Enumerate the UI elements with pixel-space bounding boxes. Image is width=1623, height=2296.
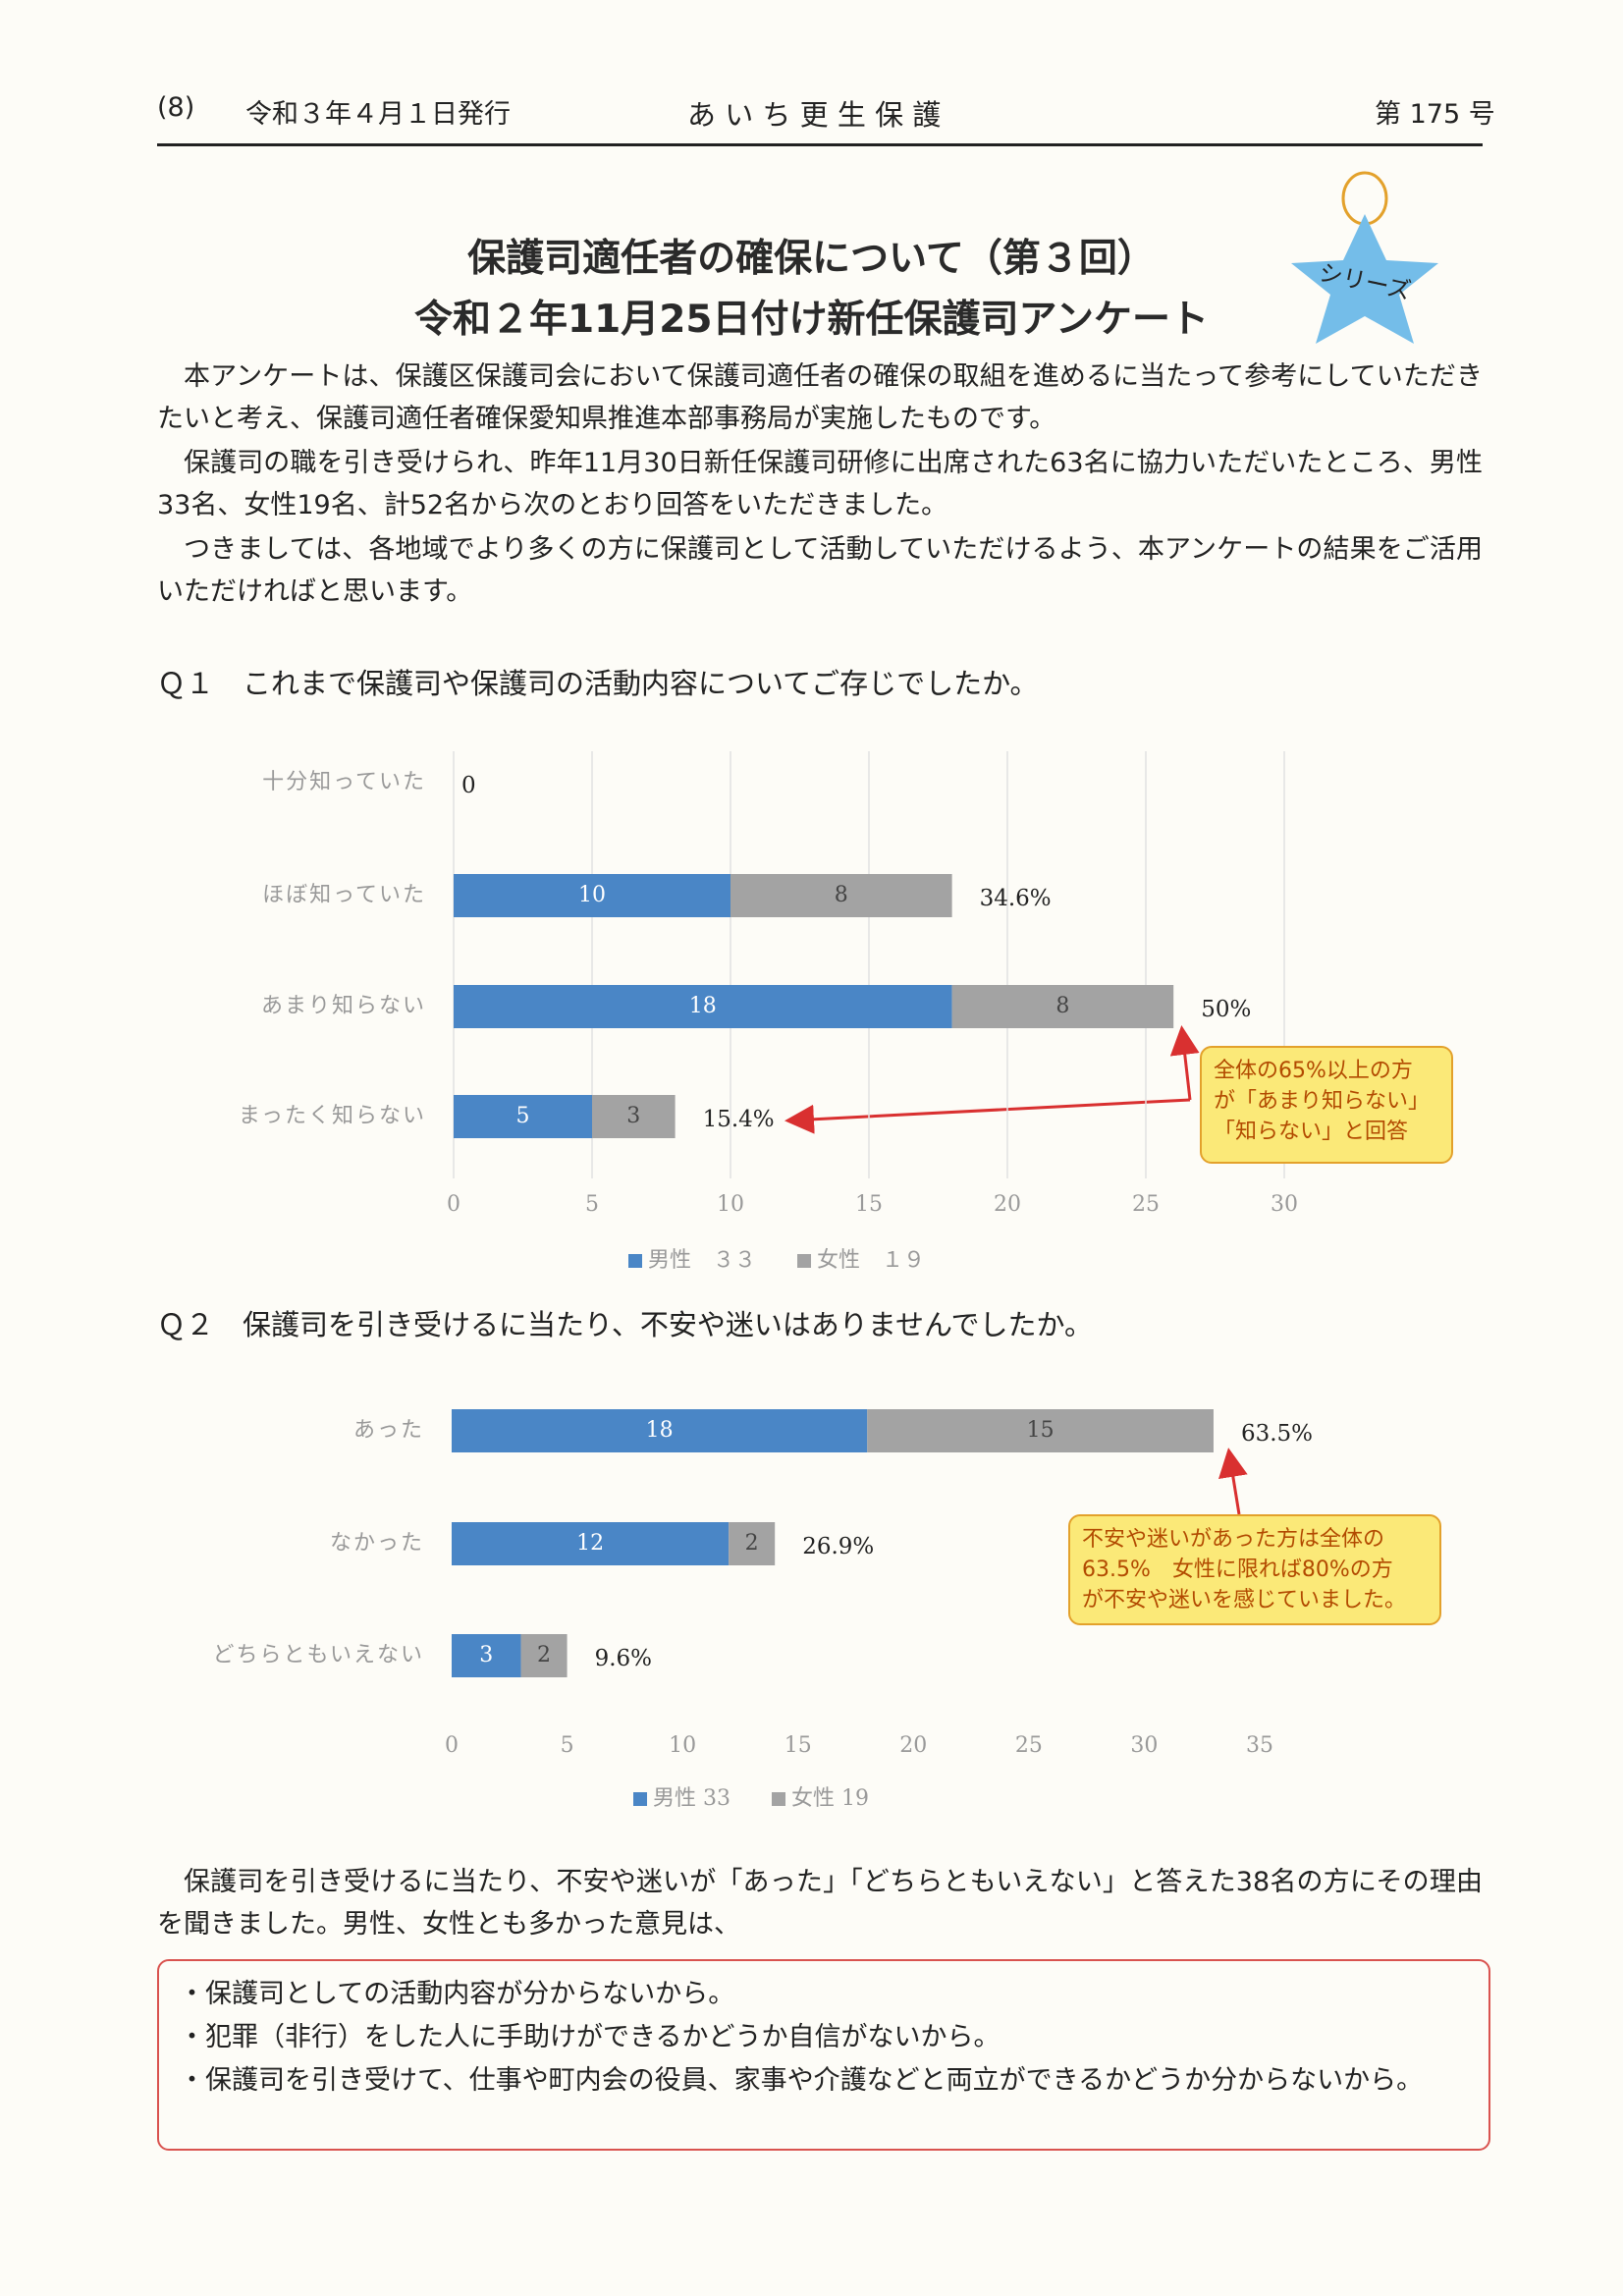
bar-segment <box>452 1634 521 1677</box>
legend-label: 女性 １９ <box>817 1248 925 1273</box>
question: Ｑ１ これまで保護司や保護司の活動内容についてご存じでしたか。 <box>157 667 1039 700</box>
arrow <box>1169 1025 1200 1101</box>
share-label: 15.4% <box>703 1107 775 1132</box>
bar-segment <box>867 1409 1214 1452</box>
segment-label: 8 <box>835 883 848 907</box>
reason: ・保護司を引き受けて、仕事や町内会の役員、家事や介護などと両立ができるかどうか分… <box>179 2065 1424 2096</box>
header-rule <box>157 143 1483 146</box>
category-label: あまり知らない <box>261 994 426 1018</box>
share-label: 34.6% <box>980 886 1052 911</box>
arrow <box>784 1098 1191 1134</box>
arrow <box>1218 1448 1248 1515</box>
category-label: ほぼ知っていた <box>262 883 426 907</box>
legend-swatch <box>797 1254 812 1268</box>
segment-label: 3 <box>479 1643 493 1667</box>
x-tick-label: 15 <box>855 1192 883 1217</box>
segment-label: 8 <box>1055 994 1069 1018</box>
intro: 本アンケートは、保護区保護司会において保護司適任者の確保の取組を進めるに当たって… <box>157 355 1483 615</box>
legend-swatch <box>633 1792 647 1806</box>
x-tick-label: 5 <box>561 1733 574 1758</box>
segment-label: 5 <box>516 1104 530 1128</box>
share-label: 9.6% <box>595 1646 652 1671</box>
issue-date: 令和３年４月１日発行 <box>245 99 511 130</box>
legend-label: 男性 ３３ <box>648 1248 756 1273</box>
segment-label: 10 <box>578 883 606 907</box>
x-tick-label: 15 <box>784 1733 812 1758</box>
annotation-line: 全体の65%以上の方 <box>1214 1059 1413 1083</box>
category-label: まったく知らない <box>239 1104 426 1128</box>
paragraph: つきましては、各地域でより多くの方に保護司として活動していただけるよう、本アンケ… <box>157 534 1483 607</box>
category-label: どちらともいえない <box>212 1643 424 1667</box>
reason: ・保護司としての活動内容が分からないから。 <box>179 1979 735 2009</box>
annotation-line: 63.5% 女性に限れば80%の方 <box>1082 1558 1393 1582</box>
segment-label: 15 <box>1027 1418 1055 1443</box>
segment-label: 18 <box>646 1418 674 1443</box>
legend-label: 男性 33 <box>653 1786 730 1811</box>
paragraph: 保護司の職を引き受けられ、昨年11月30日新任保護司研修に出席された63名に協力… <box>157 448 1483 520</box>
paragraph: 本アンケートは、保護区保護司会において保護司適任者の確保の取組を進めるに当たって… <box>157 361 1483 434</box>
segment-label: 2 <box>537 1643 551 1667</box>
badge-star <box>1291 214 1438 344</box>
segment-label: 3 <box>626 1104 640 1128</box>
issue-number: 第 175 号 <box>1375 99 1495 130</box>
bar-segment <box>454 985 952 1028</box>
x-tick-label: 0 <box>447 1192 460 1217</box>
followup: 保護司を引き受けるに当たり、不安や迷いが「あった」「どちらともいえない」と答えた… <box>157 1861 1483 1947</box>
bar-segment <box>452 1522 730 1565</box>
title-line: 令和２年11月25日付け新任保護司アンケート <box>414 298 1209 342</box>
segment-label: 18 <box>689 994 717 1018</box>
x-tick-label: 30 <box>1130 1733 1158 1758</box>
bar-segment <box>454 1095 592 1138</box>
publication: あ い ち 更 生 保 護 <box>687 98 942 132</box>
x-tick-label: 25 <box>1132 1192 1160 1217</box>
bar-segment <box>729 1522 776 1565</box>
x-tick-label: 5 <box>585 1192 599 1217</box>
segment-label: 2 <box>745 1531 759 1556</box>
x-tick-label: 10 <box>717 1192 744 1217</box>
x-tick-label: 35 <box>1246 1733 1273 1758</box>
share-label: 26.9% <box>802 1534 874 1559</box>
category-label: あった <box>353 1418 424 1443</box>
series-badge: シリーズ <box>1291 171 1438 344</box>
paragraph: 保護司を引き受けるに当たり、不安や迷いが「あった」「どちらともいえない」と答えた… <box>157 1867 1483 1940</box>
segment-label: 12 <box>576 1531 604 1556</box>
legend-swatch <box>772 1792 785 1806</box>
annotation: 全体の65%以上の方 が「あまり知らない」 「知らない」と回答 <box>1200 1046 1453 1164</box>
x-tick-label: 10 <box>669 1733 696 1758</box>
reasons-box: ・保護司としての活動内容が分からないから。 ・犯罪（非行）をした人に手助けができ… <box>157 1959 1490 2151</box>
category-label: 十分知っていた <box>262 770 426 794</box>
page-number: (8) <box>157 92 195 123</box>
x-tick-label: 25 <box>1015 1733 1043 1758</box>
annotation-line: 「知らない」と回答 <box>1214 1120 1409 1144</box>
share-label: 50% <box>1201 997 1251 1022</box>
share-label: 63.5% <box>1241 1421 1313 1447</box>
category-label: なかった <box>330 1531 424 1556</box>
share-label: 0 <box>461 773 476 798</box>
bar-segment <box>951 985 1174 1028</box>
x-tick-label: 20 <box>994 1192 1021 1217</box>
annotation-line: が「あまり知らない」 <box>1214 1089 1431 1114</box>
bar-segment <box>592 1095 676 1138</box>
x-tick-label: 20 <box>899 1733 927 1758</box>
bar-segment <box>730 874 952 917</box>
legend-label: 女性 19 <box>791 1786 869 1811</box>
x-tick-label: 30 <box>1271 1192 1298 1217</box>
annotation: 不安や迷いがあった方は全体の 63.5% 女性に限れば80%の方 が不安や迷いを… <box>1068 1514 1441 1625</box>
reason: ・犯罪（非行）をした人に手助けができるかどうか自信がないから。 <box>179 2022 1001 2052</box>
question: Ｑ２ 保護司を引き受けるに当たり、不安や迷いはありませんでしたか。 <box>157 1308 1093 1341</box>
x-tick-label: 0 <box>445 1733 459 1758</box>
legend-swatch <box>628 1254 642 1268</box>
annotation-line: が不安や迷いを感じていました。 <box>1082 1588 1407 1613</box>
bar-segment <box>520 1634 568 1677</box>
title-line: 保護司適任者の確保について（第３回） <box>467 237 1156 281</box>
bar-segment <box>454 874 730 917</box>
bar-segment <box>452 1409 868 1452</box>
annotation-line: 不安や迷いがあった方は全体の <box>1082 1527 1385 1552</box>
